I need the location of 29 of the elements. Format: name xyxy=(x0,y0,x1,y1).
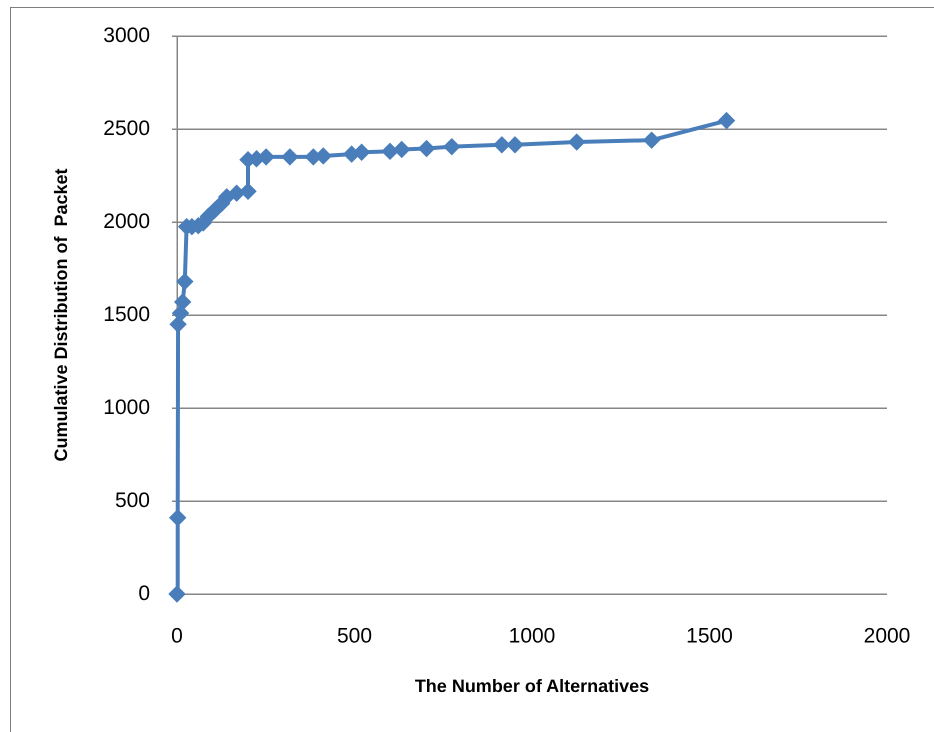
point xyxy=(228,184,246,202)
x-tick-label: 1000 xyxy=(508,624,556,648)
point xyxy=(443,138,460,156)
point xyxy=(382,142,398,160)
y-axis-title: Cumulative Distribution of Packet xyxy=(50,168,71,462)
x-tick-label: 1500 xyxy=(686,624,733,648)
x-tick-label: 2000 xyxy=(864,624,910,648)
point xyxy=(643,132,660,149)
y-tick-label: 2500 xyxy=(103,116,150,140)
x-tick-label: 500 xyxy=(336,624,372,648)
point xyxy=(493,136,510,154)
point xyxy=(281,148,298,166)
point xyxy=(176,273,194,290)
y-tick-label: 1000 xyxy=(103,396,150,419)
y-tick-label: 500 xyxy=(114,488,150,512)
point xyxy=(169,509,186,526)
point xyxy=(393,140,410,158)
y-tick-label: 2000 xyxy=(103,210,150,233)
y-tick-label: 3000 xyxy=(103,24,150,47)
point xyxy=(240,182,256,200)
y-tick-label: 1500 xyxy=(103,302,150,326)
point xyxy=(418,140,436,158)
x-axis-title: The Number of Alternatives xyxy=(414,676,650,696)
point xyxy=(174,293,192,310)
point xyxy=(718,112,736,130)
point xyxy=(168,586,186,602)
x-tick-label: 0 xyxy=(171,624,183,648)
point xyxy=(568,134,586,151)
y-tick-label: 0 xyxy=(138,582,150,605)
